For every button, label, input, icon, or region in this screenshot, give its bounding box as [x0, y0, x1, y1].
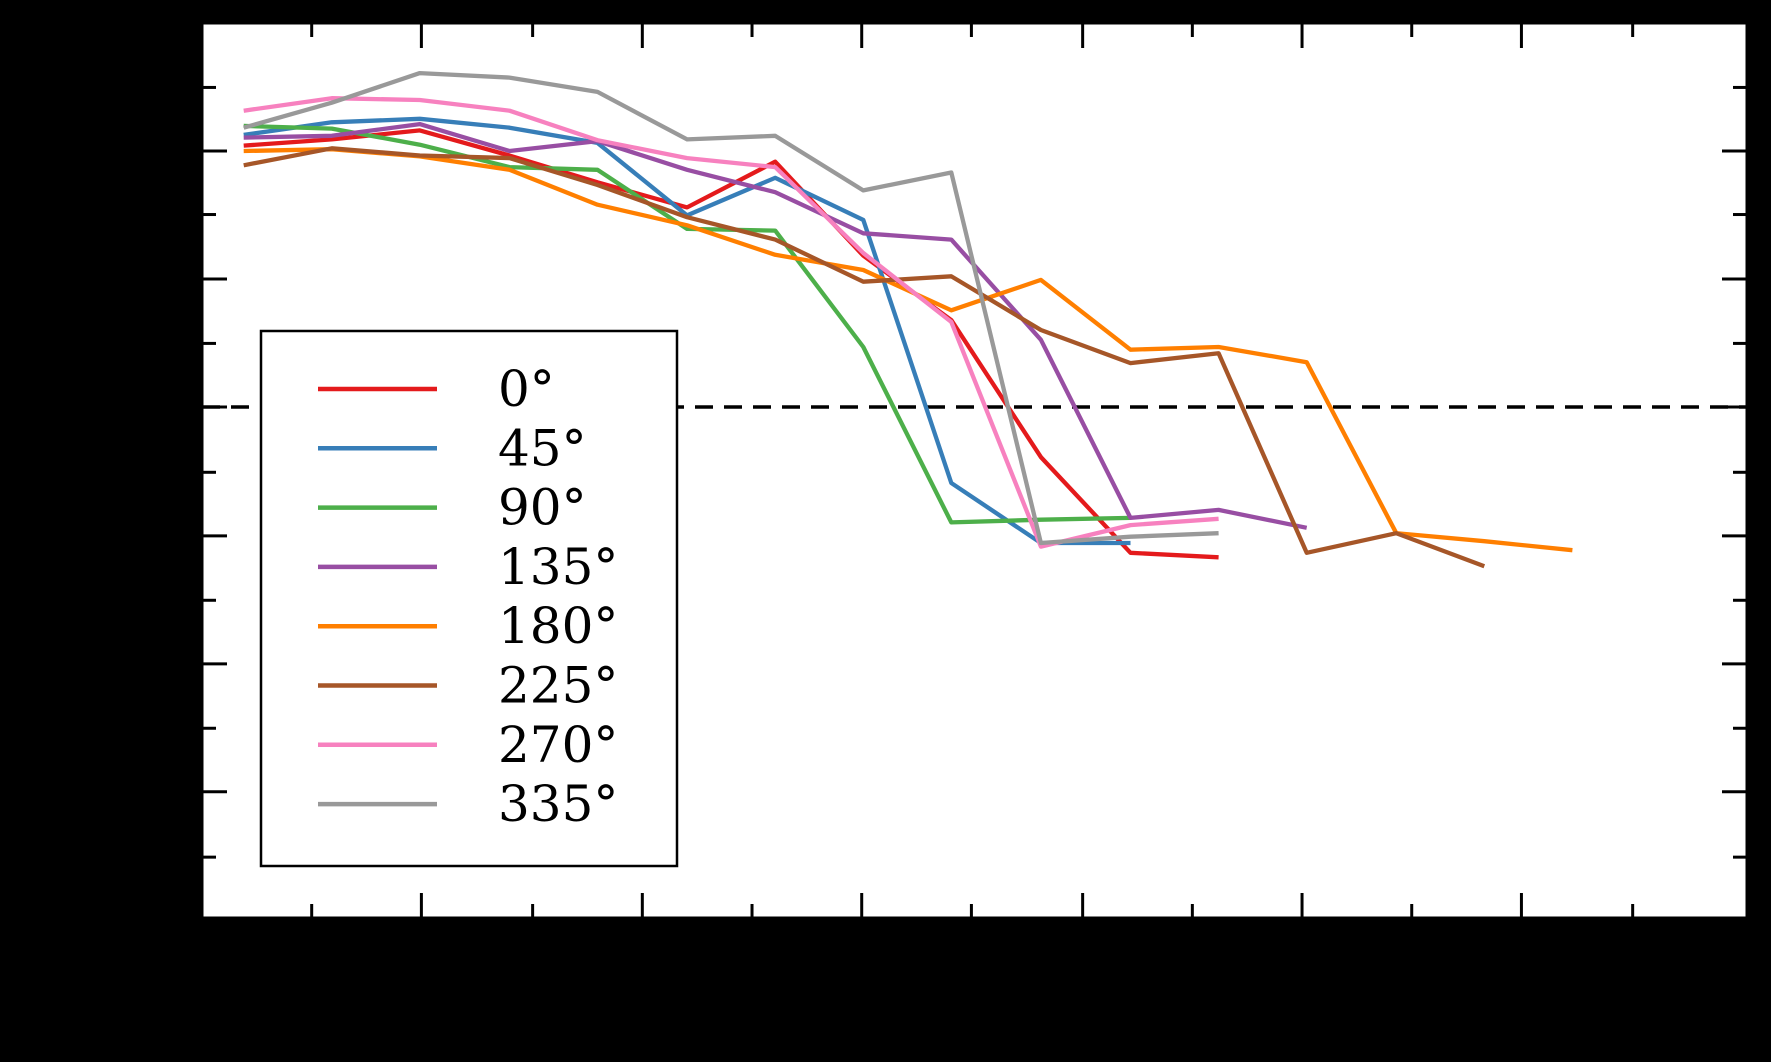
- legend-label: 225°: [498, 657, 618, 715]
- legend-label: 45°: [498, 419, 587, 477]
- series-line-2: [243, 123, 1131, 525]
- series-line-3: [243, 121, 1308, 530]
- series-line-7: [243, 70, 1219, 546]
- legend-label: 135°: [498, 538, 618, 596]
- legend-label: 270°: [498, 716, 618, 774]
- legend-label: 180°: [498, 597, 618, 655]
- legend-label: 0°: [498, 360, 555, 418]
- legend-box: [259, 329, 679, 868]
- series-line-5: [243, 146, 1486, 569]
- legend-label: 90°: [498, 479, 587, 537]
- series-line-0: [243, 128, 1219, 560]
- legend-label: 335°: [498, 775, 618, 833]
